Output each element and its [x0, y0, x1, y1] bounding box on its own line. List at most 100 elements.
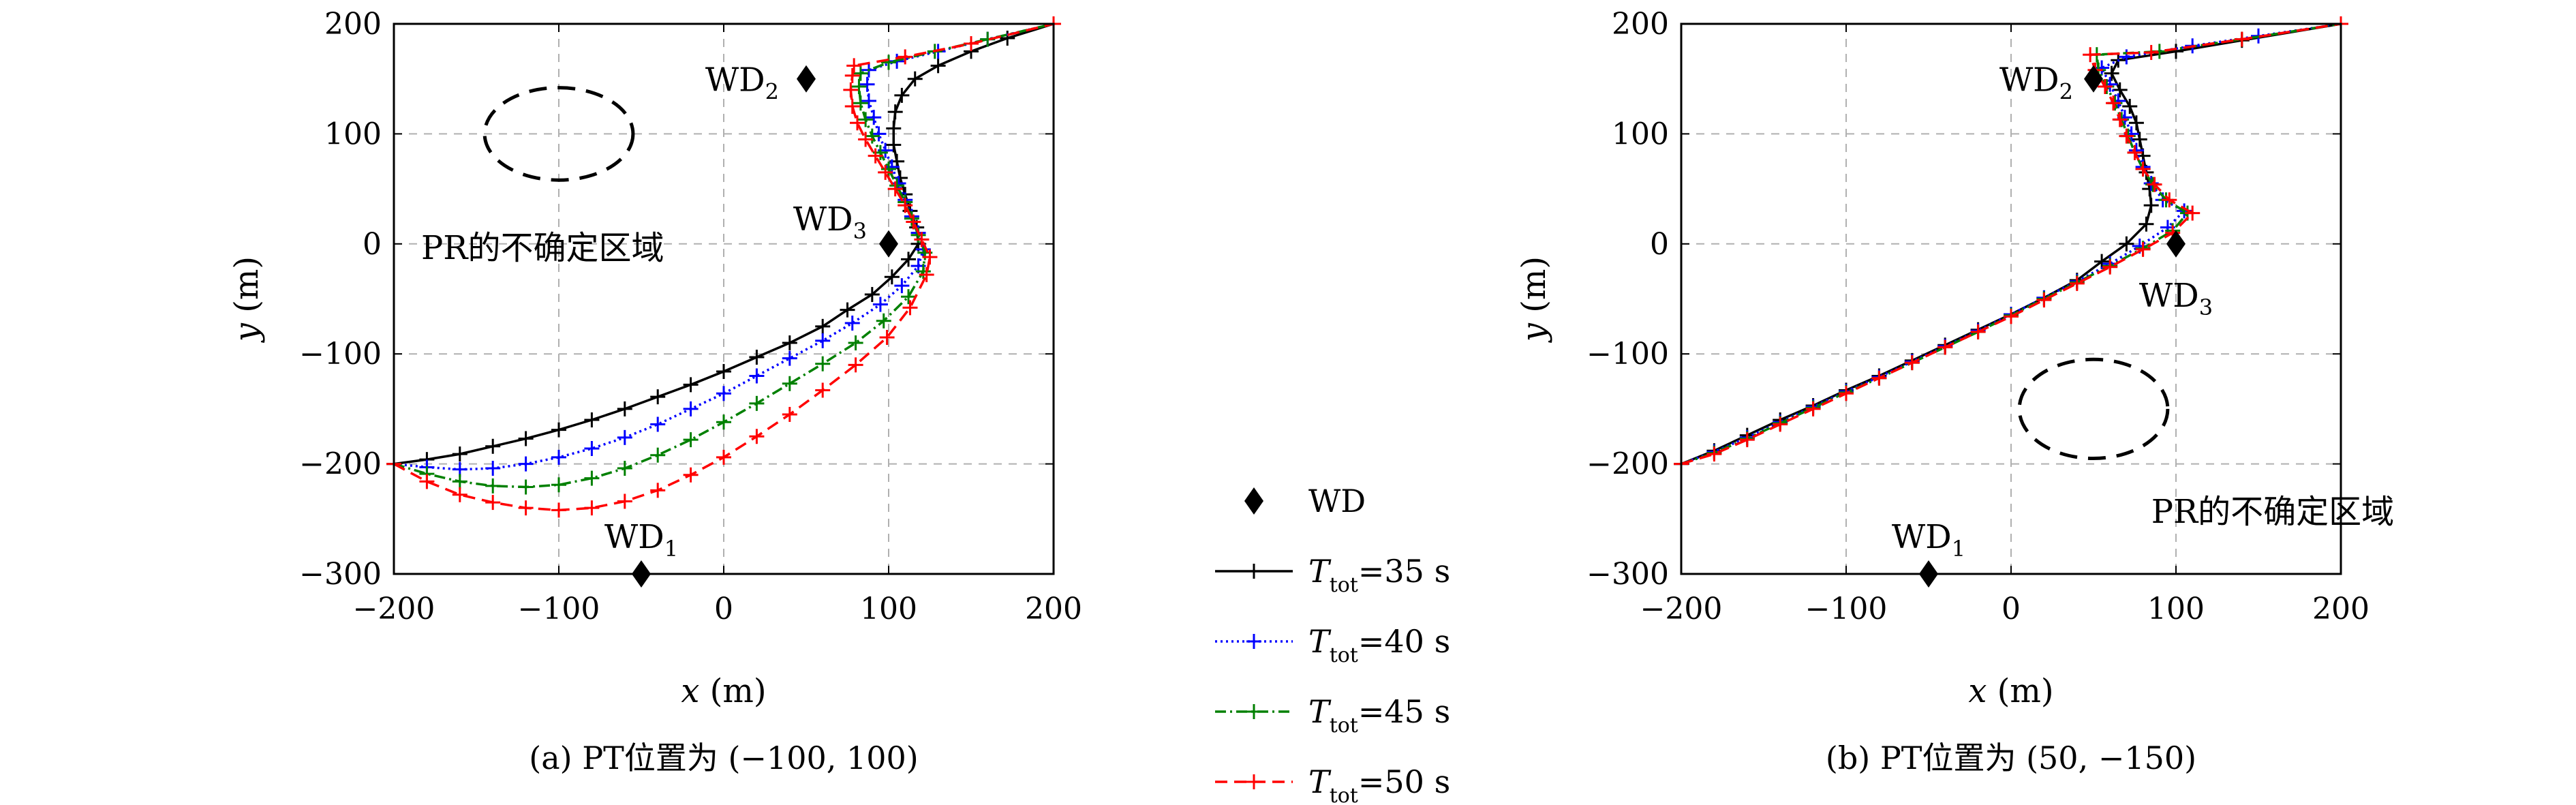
series-point — [2168, 44, 2183, 59]
wd-label-name: WD — [2139, 277, 2199, 315]
series-point — [894, 87, 910, 103]
series-point — [868, 148, 883, 164]
legend-label-value: =40 s — [1358, 623, 1450, 660]
wd-label-sub: 2 — [765, 79, 779, 105]
series-point — [584, 500, 600, 516]
series-point — [2069, 275, 2085, 291]
series-point — [2143, 198, 2159, 213]
series-point — [551, 422, 566, 438]
series-point — [2234, 31, 2250, 47]
y-tick-label: 0 — [363, 227, 382, 262]
series-point — [485, 495, 501, 511]
series-point — [1904, 355, 1920, 371]
y-axis-label: y (m) — [1515, 256, 1553, 343]
series-point — [886, 137, 902, 153]
series-point — [850, 115, 865, 131]
series-point — [2119, 236, 2134, 252]
series-point — [584, 470, 600, 486]
series-point — [2083, 47, 2098, 63]
uncertainty-ellipse — [482, 86, 635, 182]
series-point — [871, 126, 887, 142]
series-line — [393, 22, 1054, 489]
uncertainty-label: PR的不确定区域 — [2151, 493, 2394, 531]
x-tick-label: 100 — [860, 592, 917, 626]
x-tick-label: −100 — [518, 592, 600, 626]
series-point — [815, 333, 831, 348]
series-point — [844, 67, 860, 83]
y-axis-label: y (m) — [228, 256, 266, 343]
y-tick-label: −200 — [1586, 447, 1669, 482]
series-point — [815, 356, 831, 371]
series-point — [2147, 177, 2162, 192]
series-point — [551, 477, 566, 493]
x-tick-label: 200 — [1025, 592, 1082, 626]
legend-label-value: =45 s — [1358, 693, 1450, 730]
x-axis-label-unit: (m) — [1987, 672, 2053, 710]
series-point — [518, 500, 534, 516]
wd-label-sub: 1 — [664, 536, 678, 562]
series-point — [485, 438, 501, 454]
y-tick-label: −100 — [1586, 337, 1669, 371]
series-point — [1937, 339, 1953, 355]
wd-diamond-marker — [1919, 560, 1938, 588]
series-point — [904, 211, 919, 226]
series-point — [964, 36, 979, 52]
wd-label-name: WD — [1892, 518, 1952, 556]
series-point — [485, 461, 501, 476]
series-point — [1739, 432, 1755, 448]
series-point — [2036, 292, 2052, 308]
series-point — [650, 483, 666, 498]
wd-label-name: WD — [793, 200, 853, 239]
wd-label-name: WD — [1999, 61, 2059, 100]
series-point — [782, 335, 797, 351]
series-point — [2119, 128, 2134, 144]
legend-label-value: =35 s — [1358, 553, 1450, 590]
series-point — [864, 287, 880, 303]
series-point — [551, 449, 566, 465]
series-point — [683, 467, 699, 483]
y-axis-label-var: y — [228, 322, 266, 343]
series-point — [1000, 30, 1015, 46]
series-point — [886, 121, 902, 136]
legend-label: Ttot=50 s — [1308, 763, 1450, 805]
legend-label-sub: tot — [1330, 784, 1358, 805]
wd-diamond-marker — [2084, 65, 2103, 93]
legend-label-sub: tot — [1330, 573, 1358, 597]
series-point — [2135, 162, 2151, 177]
series-point — [2143, 44, 2159, 60]
wd-label: WD3 — [793, 200, 867, 244]
series-point — [2135, 241, 2151, 257]
series-point — [853, 95, 868, 111]
legend-label: Ttot=45 s — [1308, 693, 1450, 738]
series-point — [846, 58, 862, 74]
series-point — [2127, 145, 2143, 160]
series-point — [887, 104, 903, 120]
y-axis-label-var: y — [1515, 322, 1553, 343]
series-point — [518, 431, 534, 446]
series-line — [1681, 22, 2342, 466]
x-tick-label: −200 — [1640, 592, 1723, 626]
series-point — [843, 82, 859, 97]
x-tick-label: 100 — [2147, 592, 2205, 626]
series-point — [2106, 95, 2121, 111]
series-point — [1839, 386, 1854, 401]
x-tick-label: 200 — [2312, 592, 2370, 626]
series-point — [2102, 259, 2118, 275]
legend-label-sub: tot — [1330, 643, 1358, 667]
wd-label: WD1 — [1892, 518, 1965, 562]
series-point — [844, 316, 860, 331]
series-point — [650, 389, 666, 405]
series-point — [617, 429, 632, 445]
series-point — [716, 364, 731, 380]
series-point — [851, 78, 867, 94]
wd-diamond-marker — [797, 65, 816, 93]
series-point — [452, 446, 467, 462]
series-point — [2138, 216, 2154, 232]
series-point — [650, 447, 666, 463]
panel-caption: (b) PT位置为 (50, −150) — [1826, 740, 2196, 776]
wd-label-sub: 2 — [2059, 79, 2073, 105]
series-point — [2097, 78, 2113, 94]
series-point — [650, 416, 666, 432]
series-point — [1970, 324, 1986, 339]
